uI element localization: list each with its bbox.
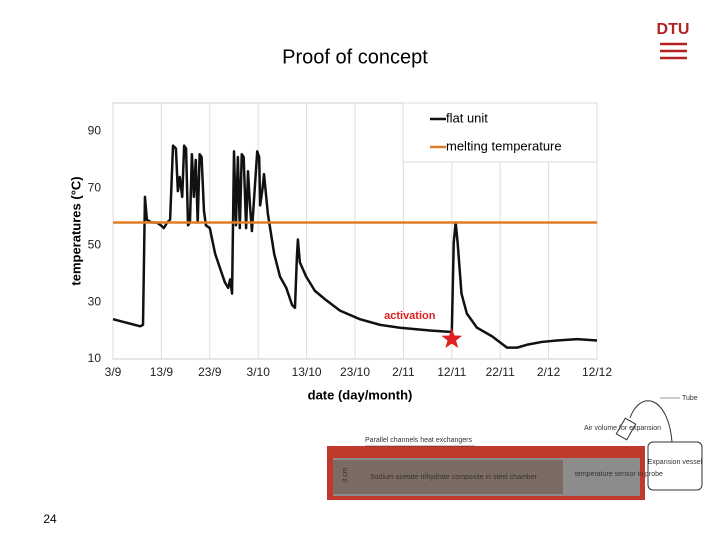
y-tick-label: 70 [88,181,102,195]
y-axis-label: temperatures (°C) [68,176,83,285]
x-tick-label: 13/10 [292,365,322,379]
logo-stripes [660,42,687,60]
page-number: 24 [43,512,57,526]
vessel [647,441,703,491]
annotation-marker [441,328,463,348]
x-tick-label: 23/10 [340,365,370,379]
x-tick-label: 22/11 [486,365,515,379]
y-tick-label: 50 [88,237,102,251]
composite [333,460,563,494]
diagram: Parallel channels heat exchangers 3 cm S… [327,395,703,500]
diagram-label: temperature sensor in probe [575,471,663,478]
x-tick-label: 3/9 [105,365,122,379]
x-tick-label: 23/9 [198,365,222,379]
x-tick-label: 12/12 [582,365,612,379]
diagram-label: 3 cm [342,467,349,482]
legend-box [402,102,598,163]
diagram-label: Air volume for expansion [584,425,661,432]
y-tick-label: 30 [88,294,102,308]
x-tick-label: 12/11 [437,365,466,379]
x-tick-label: 13/9 [150,365,174,379]
legend-label: flat unit [446,110,488,125]
diagram-label: Sodium acetate trihydrate composite in s… [370,474,538,481]
air-chamber [615,417,637,441]
diagram-label: Tube [682,395,698,402]
tube [629,400,673,443]
annotation: activation [384,310,436,322]
x-tick-label: 2/12 [537,365,561,379]
diagram-label: Parallel channels heat exchangers [365,437,473,444]
diagram-label: Expansion vessel [648,459,703,466]
x-tick-label: 3/10 [247,365,271,379]
series-line [112,144,598,349]
legend-label: melting temperature [446,138,562,153]
x-tick-label: 2/11 [392,365,415,379]
logo: DTU [657,21,690,38]
slide-title: Proof of concept [282,46,428,68]
x-axis-label: date (day/month) [308,387,413,402]
y-tick-label: 90 [88,124,102,138]
y-tick-label: 10 [88,351,102,365]
